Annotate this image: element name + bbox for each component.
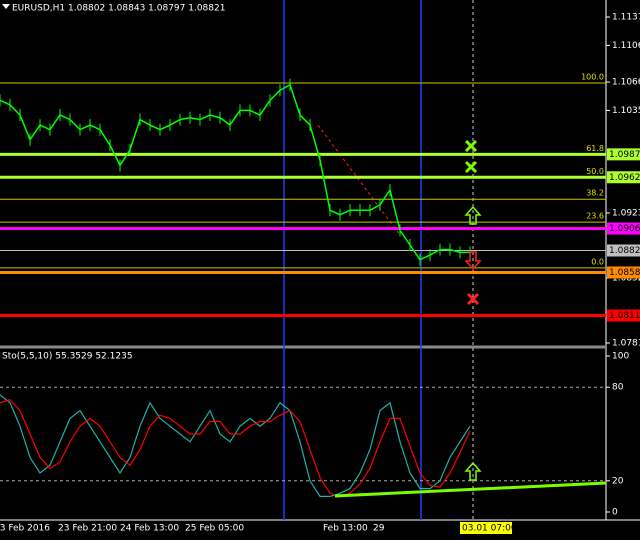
- fib-label: 23.6: [586, 212, 604, 221]
- level-label: 1.0906: [609, 224, 640, 234]
- level-label-box: [607, 222, 640, 235]
- time-label: 29: [373, 524, 385, 534]
- y-tick-label: 1.1035: [612, 106, 640, 116]
- signal-icons: [464, 139, 482, 481]
- oscillator-title: Sto(5,5,10) 55.3529 52.1235: [2, 352, 133, 362]
- y-tick-label: 1.0923: [612, 208, 640, 218]
- y-tick-label: 1.1137: [612, 13, 640, 23]
- level-label-box: [607, 266, 640, 279]
- osc-tick-label: 20: [612, 476, 624, 486]
- x-icon: [464, 139, 478, 153]
- down-arrow: [464, 251, 482, 271]
- osc-tick-label: 80: [612, 383, 624, 393]
- symbol-icon: [2, 4, 10, 9]
- time-label: 25 Feb 05:00: [185, 524, 244, 534]
- time-label: 23 Feb 2016: [0, 524, 50, 534]
- up-arrow: [464, 461, 482, 481]
- ohlc: 1.08802 1.08843 1.08797 1.08821: [68, 4, 225, 14]
- osc-tick-label: 100: [612, 352, 629, 362]
- level-label: 1.0858: [609, 268, 640, 278]
- fib-label: 38.2: [586, 189, 604, 198]
- time-label: Feb 13:00: [323, 524, 368, 534]
- time-label: 23 Feb 21:00: [58, 524, 117, 534]
- symbol: EURUSD,H1: [12, 4, 65, 14]
- osc-signal: [0, 398, 471, 498]
- level-label-box: [607, 244, 640, 257]
- fib-label: 50.0: [586, 167, 604, 176]
- fib-label: 61.8: [586, 144, 604, 153]
- up-arrow: [464, 205, 482, 225]
- level-label-box: [607, 171, 640, 184]
- level-label-box: [607, 148, 640, 161]
- level-label: 1.0962: [609, 173, 640, 183]
- osc-tick-label: 0: [612, 508, 618, 518]
- level-label: 1.0811: [609, 311, 640, 321]
- fib-label: 100.0: [581, 72, 604, 81]
- y-tick-label: 1.1066: [612, 78, 640, 88]
- fib-trend-line: [317, 124, 401, 236]
- fib-label: 0.0: [591, 257, 604, 266]
- trend-line: [334, 481, 607, 498]
- level-label-box: [607, 309, 640, 322]
- level-label: 1.0882: [609, 246, 640, 256]
- x-icon: [466, 292, 480, 306]
- y-tick-label: 1.1106: [612, 41, 640, 51]
- time-label: 24 Feb 13:00: [120, 524, 179, 534]
- x-icon: [464, 160, 478, 174]
- time-label: 03.01 07:00: [462, 524, 517, 534]
- price-line: [0, 83, 470, 261]
- level-label: 1.0987: [609, 150, 640, 160]
- time-label-box: [460, 522, 512, 534]
